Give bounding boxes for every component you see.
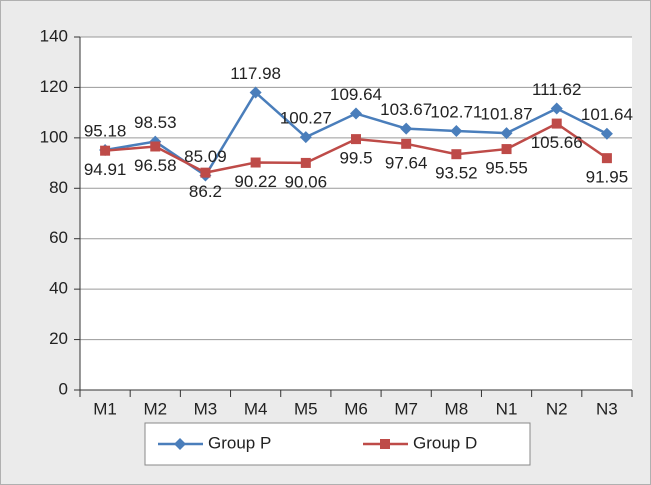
- y-tick-label: 60: [49, 228, 68, 247]
- data-label: 96.58: [134, 156, 177, 175]
- marker: [551, 118, 562, 129]
- marker: [451, 149, 462, 160]
- marker: [450, 125, 463, 138]
- marker: [300, 157, 311, 168]
- data-label: 105.66: [531, 133, 583, 152]
- marker: [351, 134, 361, 145]
- data-label: 94.91: [84, 160, 127, 179]
- y-tick-label: 140: [40, 26, 68, 45]
- data-label: 117.98: [230, 64, 281, 83]
- marker: [600, 127, 613, 140]
- data-label: 95.55: [485, 159, 528, 178]
- data-label: 95.18: [84, 121, 127, 140]
- marker: [100, 145, 111, 156]
- x-tick-label: M2: [143, 399, 167, 418]
- data-label: 85.09: [184, 147, 227, 166]
- legend-label: Group D: [413, 433, 477, 452]
- x-tick-label: M5: [294, 399, 318, 418]
- data-label: 111.62: [532, 80, 581, 99]
- marker: [250, 157, 261, 168]
- x-tick-label: M6: [344, 399, 368, 418]
- data-label: 102.71: [430, 103, 482, 122]
- y-tick-label: 120: [40, 77, 68, 96]
- data-label: 109.64: [330, 85, 382, 104]
- marker: [400, 122, 413, 135]
- data-label: 101.87: [481, 105, 533, 124]
- x-tick-label: M1: [93, 399, 117, 418]
- data-label: 97.64: [385, 153, 428, 172]
- marker: [200, 167, 211, 178]
- marker: [550, 102, 563, 115]
- x-tick-label: N1: [496, 399, 518, 418]
- data-label: 93.52: [435, 164, 478, 183]
- y-tick-label: 20: [49, 329, 68, 348]
- y-tick-label: 80: [49, 178, 68, 197]
- marker: [601, 153, 612, 164]
- data-label: 103.67: [380, 100, 432, 119]
- x-tick-label: M8: [445, 399, 469, 418]
- x-tick-label: M7: [394, 399, 418, 418]
- data-label: 99.5: [339, 149, 372, 168]
- plot-area: [80, 37, 632, 390]
- marker: [150, 141, 161, 152]
- data-label: 90.22: [234, 172, 277, 191]
- marker: [174, 438, 186, 450]
- y-tick-label: 0: [59, 379, 68, 398]
- x-tick-label: N3: [596, 399, 618, 418]
- legend-box: [144, 422, 531, 466]
- marker: [380, 439, 390, 449]
- y-tick-label: 100: [40, 127, 68, 146]
- data-label: 98.53: [134, 113, 177, 132]
- legend-label: Group P: [208, 433, 271, 452]
- y-tick-label: 40: [49, 279, 68, 298]
- marker: [299, 131, 312, 144]
- marker: [350, 107, 362, 120]
- marker: [501, 144, 512, 155]
- data-label: 91.95: [586, 168, 629, 187]
- data-label: 100.27: [280, 109, 332, 128]
- marker: [401, 138, 412, 149]
- marker: [500, 127, 513, 140]
- x-tick-label: N2: [546, 399, 568, 418]
- marker: [249, 86, 262, 99]
- x-tick-label: M3: [194, 399, 218, 418]
- x-tick-label: M4: [244, 399, 268, 418]
- data-label: 86.2: [189, 182, 222, 201]
- data-label: 101.64: [581, 105, 633, 124]
- data-label: 90.06: [285, 172, 328, 191]
